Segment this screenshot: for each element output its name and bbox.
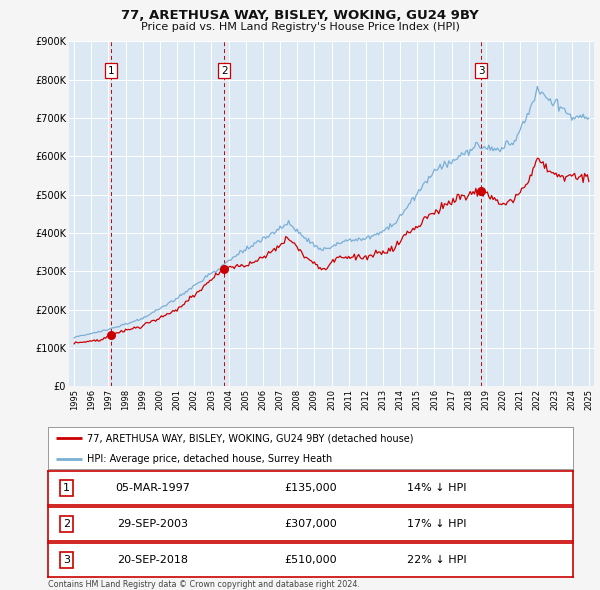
- Text: £307,000: £307,000: [284, 519, 337, 529]
- Text: 2: 2: [63, 519, 70, 529]
- Text: £135,000: £135,000: [284, 483, 337, 493]
- Text: 77, ARETHUSA WAY, BISLEY, WOKING, GU24 9BY (detached house): 77, ARETHUSA WAY, BISLEY, WOKING, GU24 9…: [88, 433, 414, 443]
- Text: 1: 1: [108, 65, 115, 76]
- Text: 2: 2: [221, 65, 227, 76]
- Text: Price paid vs. HM Land Registry's House Price Index (HPI): Price paid vs. HM Land Registry's House …: [140, 22, 460, 32]
- Text: 22% ↓ HPI: 22% ↓ HPI: [407, 555, 466, 565]
- Text: 17% ↓ HPI: 17% ↓ HPI: [407, 519, 466, 529]
- Text: 3: 3: [478, 65, 484, 76]
- Text: 29-SEP-2003: 29-SEP-2003: [118, 519, 188, 529]
- Text: HPI: Average price, detached house, Surrey Heath: HPI: Average price, detached house, Surr…: [88, 454, 332, 464]
- Text: 20-SEP-2018: 20-SEP-2018: [118, 555, 188, 565]
- Text: 77, ARETHUSA WAY, BISLEY, WOKING, GU24 9BY: 77, ARETHUSA WAY, BISLEY, WOKING, GU24 9…: [121, 9, 479, 22]
- Text: 14% ↓ HPI: 14% ↓ HPI: [407, 483, 466, 493]
- Text: 05-MAR-1997: 05-MAR-1997: [116, 483, 190, 493]
- Text: 3: 3: [63, 555, 70, 565]
- Text: Contains HM Land Registry data © Crown copyright and database right 2024.: Contains HM Land Registry data © Crown c…: [48, 580, 360, 589]
- Text: 1: 1: [63, 483, 70, 493]
- Text: £510,000: £510,000: [284, 555, 337, 565]
